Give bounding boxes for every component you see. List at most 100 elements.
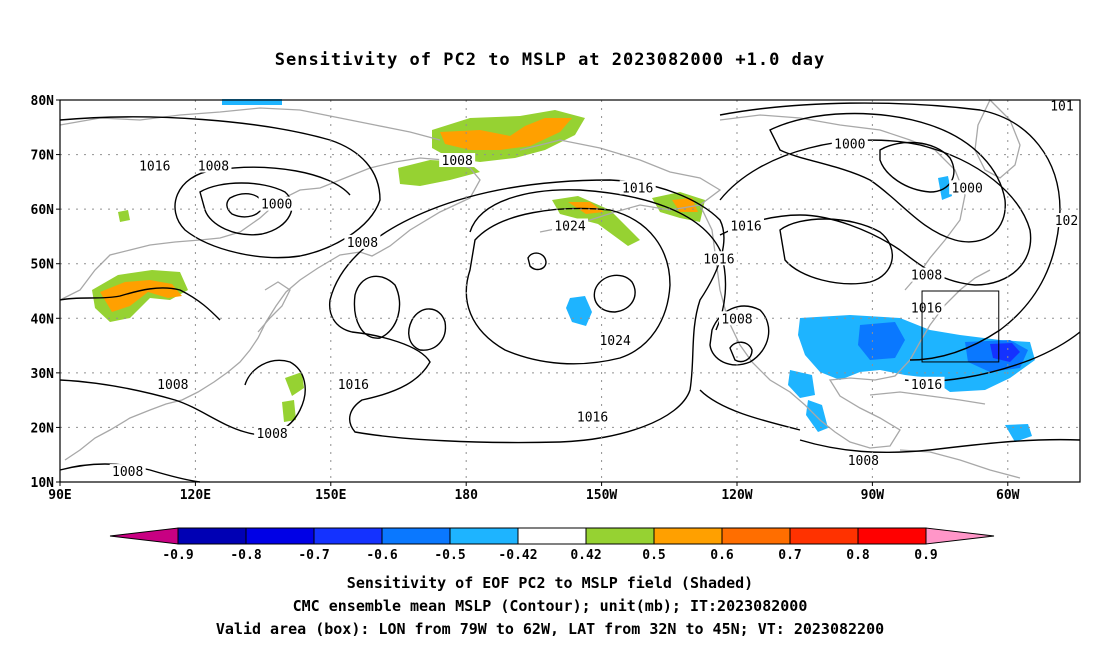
- isobar-label-bg: [254, 425, 291, 440]
- contour-canada-low-1016: [719, 102, 1061, 361]
- colorbar-label: 0.9: [914, 548, 937, 563]
- colorbar-swatch: [857, 527, 927, 545]
- isobar-label: 1016: [622, 181, 653, 196]
- isobar-label: 1016: [577, 411, 608, 426]
- isobar-label: 101: [1050, 99, 1073, 114]
- contour-equatorial-1008: [59, 463, 201, 483]
- contour-tropical-1008: [799, 438, 1081, 453]
- isobar-label: 1024: [599, 334, 630, 349]
- contour-canada-low-1000: [769, 112, 1006, 243]
- sensitivity-shading: [92, 99, 1035, 442]
- isobar-label: 1008: [112, 465, 143, 480]
- shade-bering-core: [440, 118, 572, 150]
- lon-label: 150E: [315, 488, 346, 503]
- lat-label: 10N: [31, 476, 55, 491]
- colorbar-label: 0.5: [642, 548, 665, 563]
- coast-caribbean: [869, 391, 986, 405]
- isobar-label-bg: [258, 196, 295, 211]
- colorbar-swatch: [653, 527, 723, 545]
- map-frame: [59, 99, 1081, 483]
- isobar-label-bg: [949, 180, 986, 195]
- contour-sub-1016-b: [408, 308, 447, 351]
- isobar-label-bg: [908, 300, 945, 315]
- contour-canada-low-1008: [719, 139, 1032, 286]
- contour-asia-1008: [59, 287, 221, 321]
- shade-central-asia: [118, 210, 130, 222]
- lon-label: 180: [454, 488, 478, 503]
- colorbar-swatch: [721, 527, 791, 545]
- shade-atlantic-south: [1005, 424, 1032, 442]
- lat-label: 30N: [31, 367, 55, 382]
- isobar-label: 1000: [261, 198, 292, 213]
- isobar-label: 102: [1055, 214, 1078, 229]
- coast-canada-arctic: [719, 114, 966, 291]
- shade-mexico-coast: [806, 400, 828, 432]
- colorbar-label: 0.8: [846, 548, 870, 563]
- colorbar-swatch: [313, 527, 383, 545]
- lat-label: 80N: [31, 94, 55, 109]
- isobar-label-bg: [552, 218, 588, 233]
- contour-se-pacific: [699, 389, 801, 431]
- isobar-label: 1016: [703, 252, 734, 267]
- contour-north-pacific-high-1016: [328, 179, 725, 444]
- isobar-label: 1008: [198, 159, 229, 174]
- lat-label: 20N: [31, 421, 55, 436]
- lon-label: 60W: [996, 488, 1020, 503]
- isobar-label-bg: [1047, 98, 1076, 113]
- colorbar-high-triangle: [925, 527, 995, 545]
- isobar-labels: 1016 1008 1000 1008 1008 1024 1016 1016 1016 1000…: [109, 98, 1081, 480]
- contour-hudson: [779, 218, 893, 285]
- isobar-label-bg: [154, 376, 191, 391]
- colorbar-label: 0.42: [570, 548, 601, 563]
- colorbar-swatch: [381, 527, 451, 545]
- isobar-label: 1008: [721, 312, 752, 327]
- shade-east-us-core: [858, 322, 905, 360]
- colorbar-swatch: [517, 527, 587, 545]
- valid-area-box: [921, 290, 1000, 363]
- isobar-label: 1016: [730, 220, 761, 235]
- isobar-label-bg: [439, 153, 476, 168]
- colorbar-label: 0.6: [710, 548, 734, 563]
- caption-contour: CMC ensemble mean MSLP (Contour); unit(m…: [292, 597, 808, 615]
- colorbar-label: -0.7: [298, 548, 329, 563]
- contour-west-us-low-inner: [729, 341, 753, 363]
- contour-inner-high: [593, 274, 636, 313]
- coastline-layer: [59, 98, 1021, 479]
- isobar-label-bg: [619, 180, 656, 195]
- isobar-label-bg: [597, 333, 634, 348]
- contour-north-pacific-high-1024: [465, 207, 671, 365]
- isobar-label-bg: [1052, 213, 1081, 228]
- colorbar-label: -0.8: [230, 548, 261, 563]
- isobar-label: 1008: [256, 427, 287, 442]
- lat-label: 40N: [31, 312, 55, 327]
- caption-valid-area: Valid area (box): LON from 79W to 62W, L…: [215, 620, 885, 638]
- contour-ne-pacific: [469, 189, 727, 331]
- isobar-label: 1000: [834, 138, 865, 153]
- coast-arctic-asia: [59, 107, 441, 141]
- colorbar-swatch: [177, 527, 247, 545]
- isobar-label-bg: [908, 267, 945, 282]
- isobar-label-bg: [700, 251, 737, 266]
- axis-ticks: [56, 99, 1009, 486]
- isobar-contours: [59, 102, 1081, 483]
- isobar-label: 1008: [442, 154, 473, 169]
- isobar-label: 1008: [157, 378, 188, 393]
- contour-aleutian-low: [59, 116, 381, 259]
- lon-label: 150W: [586, 488, 617, 503]
- longitude-labels: 90E 120E 150E 180 150W 120W 90W 60W: [48, 488, 1019, 503]
- colorbar-label: -0.9: [162, 548, 193, 563]
- isobar-label: 1000: [952, 181, 983, 196]
- lon-label: 90W: [861, 488, 885, 503]
- isobar-label: 1016: [911, 301, 942, 316]
- isobar-label: 1016: [911, 378, 942, 393]
- lat-label: 50N: [31, 258, 55, 273]
- shade-gulf: [788, 370, 815, 398]
- colorbar-swatch: [449, 527, 519, 545]
- lon-label: 120E: [180, 488, 211, 503]
- contour-inner-high-2: [527, 252, 547, 271]
- lon-label: 120W: [721, 488, 752, 503]
- isobar-label-bg: [344, 234, 381, 249]
- contour-west-us-low: [709, 305, 770, 366]
- shade-east-us: [798, 315, 1035, 392]
